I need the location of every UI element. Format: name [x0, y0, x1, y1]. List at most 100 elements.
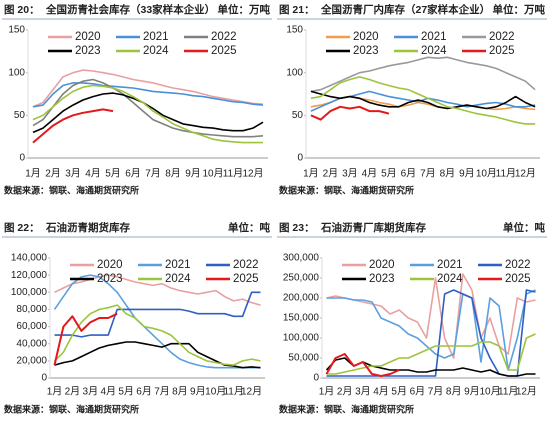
x-tick-label: 5月 — [118, 386, 134, 398]
series-line — [310, 105, 390, 121]
y-tick-label: 0 — [19, 153, 25, 164]
legend-label: 2020 — [97, 259, 123, 271]
source-note: 数据来源：钢联、海通期货研究所 — [4, 184, 139, 195]
x-tick-label: 7月 — [145, 168, 161, 180]
y-tick-label: 100 — [286, 67, 303, 78]
series-line — [310, 76, 536, 125]
series-line — [310, 56, 536, 93]
x-tick-label: 6月 — [410, 386, 426, 398]
x-tick-label: 9月 — [185, 168, 201, 180]
legend-label: 2020 — [75, 31, 101, 43]
x-tick-label: 11月 — [498, 386, 518, 398]
legend-label: 2020 — [369, 259, 395, 271]
series-line — [54, 341, 261, 369]
y-tick-label: 300,000 — [283, 253, 320, 264]
x-tick-label: 2月 — [65, 386, 81, 398]
source-note: 数据来源：钢联、海通期货研究所 — [4, 403, 139, 414]
x-tick-label: 9月 — [464, 386, 480, 398]
series-line — [32, 84, 263, 144]
legend-label: 2021 — [165, 259, 191, 271]
y-tick-label: 150,000 — [283, 313, 320, 324]
x-tick-label: 3月 — [65, 168, 81, 180]
x-tick-label: 8月 — [165, 168, 181, 180]
x-tick-label: 10月 — [202, 168, 223, 180]
y-tick-label: 100,000 — [283, 333, 320, 344]
series-line — [53, 312, 118, 366]
legend-label: 2023 — [369, 273, 395, 285]
series-line — [54, 291, 261, 338]
x-tick-label: 4月 — [362, 168, 378, 180]
x-tick-label: 6月 — [401, 168, 417, 180]
x-tick-label: 12月 — [241, 386, 262, 398]
x-tick-label: 8月 — [172, 386, 188, 398]
x-tick-label: 11月 — [223, 168, 243, 180]
legend-label: 2025 — [211, 45, 237, 57]
y-tick-label: 150 — [286, 25, 303, 36]
series-line — [32, 108, 114, 144]
y-tick-label: 140,000 — [11, 253, 48, 264]
y-tick-label: 20,000 — [16, 355, 47, 366]
legend-label: 2023 — [97, 273, 123, 285]
x-tick-label: 4月 — [373, 386, 389, 398]
figure-label: 图 23： — [279, 222, 315, 234]
chart-title: 石油沥青期货库存 — [45, 221, 130, 234]
x-tick-label: 2月 — [337, 386, 353, 398]
x-tick-label: 5月 — [381, 168, 397, 180]
x-tick-label: 6月 — [125, 168, 141, 180]
legend-label: 2022 — [211, 31, 237, 43]
series-line — [32, 69, 264, 108]
x-tick-label: 8月 — [446, 386, 462, 398]
series-line — [53, 274, 261, 369]
legend-label: 2024 — [143, 45, 169, 57]
x-tick-label: 7月 — [420, 168, 436, 180]
legend-label: 2024 — [165, 273, 191, 285]
y-tick-label: 120,000 — [11, 270, 48, 281]
y-tick-label: 0 — [41, 373, 47, 384]
series-line — [32, 82, 264, 108]
legend-label: 2024 — [421, 45, 447, 57]
y-tick-label: 0 — [313, 373, 319, 384]
unit-label: 单位：万吨 — [218, 3, 271, 16]
y-tick-label: 100,000 — [11, 287, 48, 298]
series-line — [325, 353, 400, 377]
x-tick-label: 6月 — [136, 386, 152, 398]
x-tick-label: 4月 — [85, 168, 101, 180]
x-tick-label: 5月 — [391, 386, 407, 398]
x-tick-label: 1月 — [319, 386, 335, 398]
x-tick-label: 12月 — [515, 168, 536, 180]
x-tick-label: 10月 — [476, 168, 497, 180]
legend-label: 2021 — [437, 259, 463, 271]
unit-label: 单位：吨 — [228, 221, 270, 234]
x-tick-label: 3月 — [342, 168, 358, 180]
legend-label: 2021 — [143, 31, 169, 43]
series-line — [53, 304, 261, 366]
legend-label: 2022 — [505, 259, 531, 271]
y-tick-label: 40,000 — [16, 338, 47, 349]
x-tick-label: 10月 — [205, 386, 226, 398]
series-line — [32, 92, 264, 134]
figure-label: 图 22： — [4, 222, 40, 234]
legend-label: 2025 — [505, 273, 531, 285]
chart-title: 全国沥青社会库存（33家样本企业） — [45, 3, 215, 16]
legend-label: 2020 — [353, 31, 379, 43]
x-tick-label: 1月 — [25, 168, 41, 180]
series-line — [310, 90, 536, 110]
x-tick-label: 7月 — [154, 386, 170, 398]
x-tick-label: 5月 — [105, 168, 121, 180]
y-tick-label: 100 — [8, 67, 25, 78]
chart-title: 全国沥青厂内库存（27家样本企业） — [320, 3, 490, 16]
x-tick-label: 10月 — [479, 386, 500, 398]
figure-label: 图 21： — [279, 4, 315, 16]
chart-title: 石油沥青厂库期货库存 — [320, 221, 426, 234]
x-tick-label: 2月 — [45, 168, 61, 180]
x-tick-label: 11月 — [223, 386, 243, 398]
x-tick-label: 4月 — [100, 386, 116, 398]
source-note: 数据来源：钢联、海通期货研究所 — [279, 403, 414, 414]
x-tick-label: 3月 — [355, 386, 371, 398]
y-tick-label: 150 — [8, 25, 25, 36]
x-tick-label: 9月 — [459, 168, 475, 180]
legend-label: 2024 — [437, 273, 463, 285]
y-tick-label: 50 — [14, 110, 26, 121]
legend-label: 2023 — [75, 45, 101, 57]
